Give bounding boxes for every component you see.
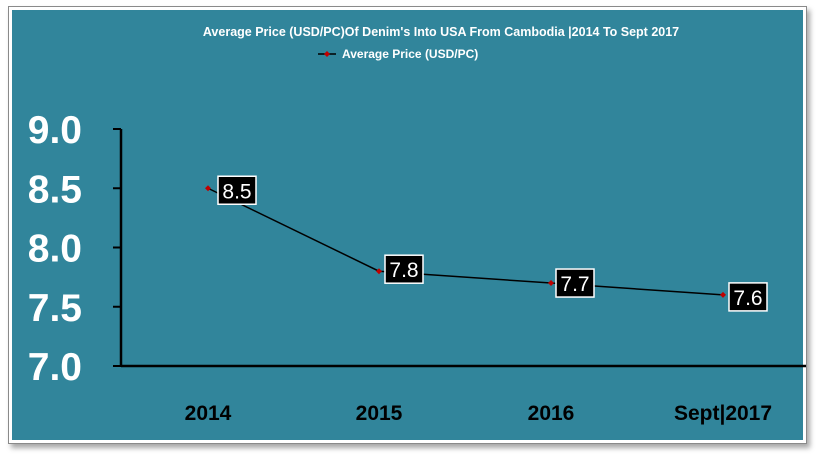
- legend-label: Average Price (USD/PC): [342, 47, 478, 61]
- chart-title: Average Price (USD/PC)Of Denim's Into US…: [203, 25, 679, 39]
- y-tick-label: 8.5: [28, 168, 82, 211]
- y-tick-label: 9.0: [28, 109, 82, 152]
- data-point: [720, 291, 726, 298]
- series-line: [207, 187, 724, 296]
- data-point: [205, 185, 211, 192]
- y-tick-label: 8.0: [28, 228, 82, 271]
- data-label-box: [555, 268, 595, 298]
- chart: Average Price (USD/PC)Of Denim's Into US…: [12, 10, 806, 440]
- data-label-box: [728, 282, 768, 312]
- y-tick-label: 7.5: [28, 287, 82, 330]
- data-labels: 8.5 7.8 7.7 7.6: [217, 175, 768, 312]
- data-label: 8.5: [222, 180, 251, 203]
- series-average-price: [205, 185, 726, 298]
- x-tick-label: 2014: [185, 402, 232, 425]
- data-label: 7.6: [733, 287, 762, 310]
- data-point: [548, 280, 554, 287]
- x-tick-label: Sept|2017: [674, 402, 772, 425]
- data-point: [376, 268, 382, 275]
- data-label: 7.7: [560, 273, 589, 296]
- chart-background: [12, 10, 803, 440]
- x-tick-label: 2015: [356, 402, 403, 425]
- data-label-box: [217, 175, 257, 205]
- legend-marker: [324, 51, 330, 57]
- x-tick-label: 2016: [528, 402, 575, 425]
- legend: Average Price (USD/PC): [318, 47, 478, 61]
- data-label: 7.8: [389, 259, 418, 282]
- chart-frame: Average Price (USD/PC)Of Denim's Into US…: [8, 6, 807, 444]
- y-axis-ticks: 9.0 8.5 8.0 7.5 7.0: [28, 109, 121, 389]
- x-axis-ticks: 2014 2015 2016 Sept|2017: [185, 402, 772, 425]
- data-label-box: [384, 254, 424, 284]
- y-tick-label: 7.0: [28, 346, 82, 389]
